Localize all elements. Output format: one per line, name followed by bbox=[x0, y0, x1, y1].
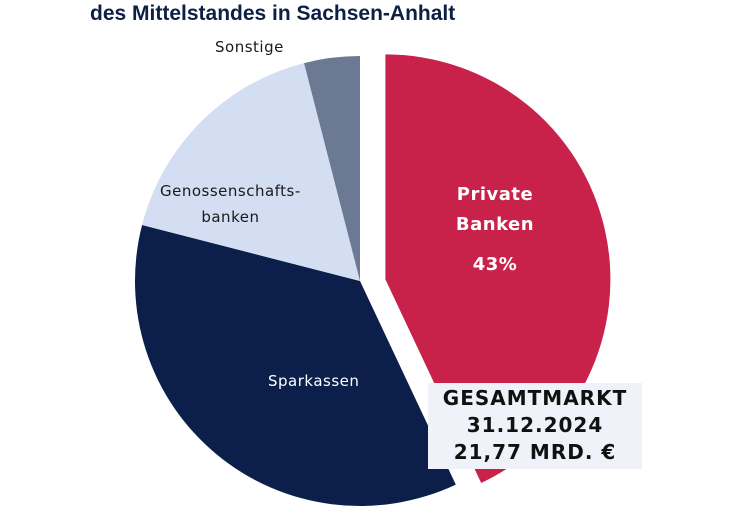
pie-slice-sparkassen bbox=[134, 225, 456, 507]
pie-slice-sonstige bbox=[304, 56, 360, 281]
box-line: 31.12.2024 bbox=[466, 413, 604, 437]
label-line: Private bbox=[456, 184, 534, 205]
label-line: Genossenschafts- bbox=[160, 182, 301, 200]
label-sparkassen: Sparkassen bbox=[268, 372, 360, 390]
box-line: 21,77 MRD. € bbox=[453, 440, 617, 464]
label-private-banken: Private Banken 43% bbox=[440, 180, 550, 280]
label-private-banken-value: 43% bbox=[472, 254, 518, 275]
total-market-box: GESAMTMARKT 31.12.2024 21,77 MRD. € bbox=[428, 383, 642, 469]
label-line: Banken bbox=[455, 214, 535, 235]
pie-slice-genossenschaftsbanken bbox=[142, 63, 360, 282]
label-line: banken bbox=[201, 208, 260, 226]
chart-title: des Mittelstandes in Sachsen-Anhalt bbox=[90, 2, 456, 25]
pie-slice-private-banken bbox=[385, 54, 611, 483]
box-line: GESAMTMARKT bbox=[442, 386, 628, 410]
label-genossenschaftsbanken: Genossenschafts- banken bbox=[160, 178, 301, 230]
label-sonstige: Sonstige bbox=[215, 38, 284, 56]
